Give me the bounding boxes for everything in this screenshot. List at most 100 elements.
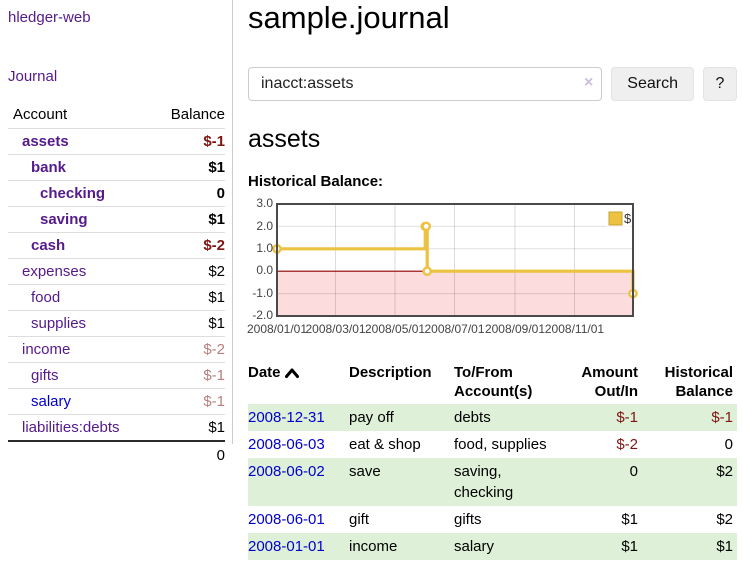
page-title: sample.journal [248,0,450,35]
account-link-food[interactable]: food [31,289,61,306]
account-link-expenses[interactable]: expenses [22,263,87,280]
register-header-row: Date Description To/From Account(s) Amou… [248,362,737,404]
accounts-table-body: assets $-1 bank $1 checking 0 saving $1 cash $-2 e… [8,128,225,442]
account-row: assets $-1 [8,128,225,155]
register-header-date[interactable]: Date [248,362,345,404]
search-button[interactable]: Search [611,66,694,101]
accounts-header-account: Account [8,102,150,129]
account-balance: $1 [149,284,225,311]
account-balance: $-1 [149,128,225,155]
accounts-total-row: 0 [8,440,225,468]
account-balance: $-2 [149,232,225,259]
account-heading: assets [248,124,321,153]
sort-ascending-icon [284,365,299,384]
x-tick-label: 2008/05/01 [364,322,426,337]
chart-title: Historical Balance: [248,173,384,191]
search-input[interactable] [248,66,603,101]
account-balance: $2 [149,258,225,285]
register-header-amount: Amount Out/In [581,364,638,400]
account-balance: $-2 [149,336,225,363]
register-balance-cell: $1 [716,537,733,555]
register-amount-cell: $-2 [616,435,638,453]
sidebar-item-journal[interactable]: Journal [8,68,58,85]
account-name-cell: saving [8,206,150,233]
account-link-assets[interactable]: assets [22,133,69,150]
accounts-table-header: Account Balance [8,102,225,129]
account-balance: 0 [149,180,225,207]
balance-chart-svg: $ [272,203,638,318]
help-button[interactable]: ? [703,66,737,101]
account-row: income $-2 [8,336,225,363]
register-description-cell: eat & shop [349,435,421,453]
register-description-cell: save [349,462,381,480]
transaction-date-link[interactable]: 2008-01-01 [248,537,325,555]
account-name-cell: liabilities:debts [8,414,150,442]
register-row: 2008-06-02 save saving, checking 0 $2 [248,457,737,506]
register-date-cell: 2008-01-01 [248,533,345,560]
register-amount-cell: 0 [629,462,638,480]
register-description-cell: gift [349,510,370,528]
account-link-gifts[interactable]: gifts [31,367,59,384]
search-form: × Search ? [248,66,737,101]
register-row: 2008-06-01 gift gifts $1 $2 [248,506,737,533]
account-balance: $1 [149,414,225,442]
account-link-income[interactable]: income [22,341,71,358]
account-name-cell: supplies [8,310,150,337]
account-name-cell: cash [8,232,150,259]
account-row: supplies $1 [8,310,225,337]
transaction-date-link[interactable]: 2008-12-31 [248,408,325,426]
account-balance: $1 [149,310,225,337]
sidebar-divider [232,0,233,444]
register-table: Date Description To/From Account(s) Amou… [248,362,737,560]
y-tick-label: -1.0 [252,285,273,300]
account-balance: $-1 [149,388,225,415]
account-name-cell: bank [8,154,150,181]
transaction-date-link[interactable]: 2008-06-03 [248,435,325,453]
account-link-bank[interactable]: bank [31,159,67,176]
account-name-cell: checking [8,180,150,207]
register-balance-cell: 0 [724,435,733,453]
accounts-panel: Account Balance assets $-1 bank $1 checking 0… [0,102,233,468]
account-name-cell: assets [8,128,150,155]
register-row: 2008-06-03 eat & shop food, supplies $-2 0 [248,431,737,458]
register-accounts-cell: gifts [454,510,482,528]
transaction-date-link[interactable]: 2008-06-02 [248,462,325,480]
register-description-cell: income [349,537,398,555]
accounts-table: Account Balance assets $-1 bank $1 checking 0… [8,102,225,468]
search-box: × [248,66,603,101]
account-row: checking 0 [8,180,225,207]
x-tick-label: 2008/03/01 [305,322,366,337]
account-link-checking[interactable]: checking [40,185,106,202]
account-link-cash[interactable]: cash [31,237,66,254]
register-balance-cell: $2 [716,510,733,528]
x-tick-label: 2008/07/01 [424,322,485,337]
account-row: salary $-1 [8,388,225,415]
transaction-date-link[interactable]: 2008-06-01 [248,510,325,528]
register-accounts-cell: salary [454,537,495,555]
register-date-cell: 2008-06-02 [248,458,345,506]
x-tick-label: 2008/09/01 [484,322,545,337]
account-row: food $1 [8,284,225,311]
register-description-cell: pay off [349,408,394,426]
account-balance: $1 [149,154,225,181]
account-link-supplies[interactable]: supplies [31,315,87,332]
register-accounts-cell: debts [454,408,491,426]
register-date-cell: 2008-06-03 [248,431,345,458]
y-tick-label: 1.0 [256,240,273,255]
register-table-body: 2008-12-31 pay off debts $-1 $-1 2008-06-03 ea… [248,403,737,560]
account-name-cell: expenses [8,258,150,285]
account-name-cell: income [8,336,150,363]
app-title-link[interactable]: hledger-web [8,9,91,26]
y-tick-label: 2.0 [256,218,273,233]
main-content: sample.journal × Search ? assets Histori… [247,0,737,560]
account-link-liabilities-debts[interactable]: liabilities:debts [22,419,120,436]
accounts-total-value: 0 [149,440,225,468]
account-link-salary[interactable]: salary [31,393,72,410]
clear-search-icon[interactable]: × [583,73,594,91]
account-name-cell: gifts [8,362,150,389]
x-tick-label: 2008/11/01 [544,322,605,337]
account-row: liabilities:debts $1 [8,414,225,442]
account-link-saving[interactable]: saving [40,211,88,228]
register-balance-cell: $2 [716,462,733,480]
register-date-cell: 2008-06-01 [248,506,345,533]
